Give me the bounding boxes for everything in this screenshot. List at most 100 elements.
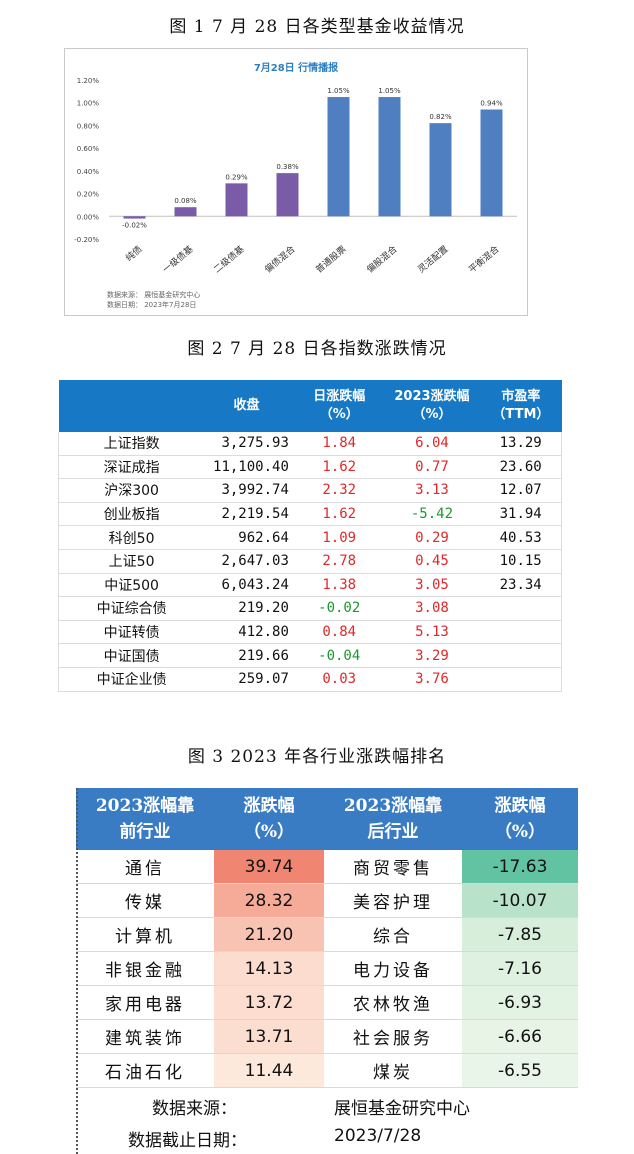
bottom-industry-name: 社会服务 [324, 1019, 462, 1054]
bottom-industry-change: -6.55 [462, 1053, 578, 1088]
table-row: 中证500 6,043.24 1.38 3.05 23.34 [58, 573, 563, 598]
top-industry-name: 传媒 [76, 883, 214, 918]
table-row: 家用电器 13.72 农林牧渔 -6.93 [76, 985, 578, 1020]
close-value: 11,100.40 [204, 455, 295, 480]
bar [429, 123, 452, 217]
index-name: 科创50 [58, 525, 205, 550]
industry-ranking-table: 2023涨幅靠 前行业 涨跌幅 （%） 2023涨幅靠 后行业 涨跌幅 （%） 通信 39… [76, 788, 578, 1088]
category-label: 二级债基 [211, 243, 246, 275]
bottom-industry-name: 电力设备 [324, 951, 462, 986]
source-value: 展恒基金研究中心 [334, 1099, 470, 1119]
header-close: 收盘 [204, 380, 295, 432]
index-performance-table: 收盘 日涨跌幅 （%） 2023涨跌幅 （%） 市盈率 （TTM） 上证指数 3,275… [58, 380, 563, 692]
daily-change: -0.04 [294, 643, 384, 668]
pe-ratio: 23.60 [480, 455, 563, 480]
index-name: 上证指数 [58, 432, 205, 456]
chart-source-line1: 数据来源： 展恒基金研究中心 [107, 291, 201, 299]
y-tick-label: 0.80% [77, 122, 100, 130]
close-value: 2,647.03 [204, 549, 295, 574]
close-value: 219.66 [204, 643, 295, 668]
bar [225, 183, 248, 217]
pe-ratio [480, 643, 563, 668]
table-row: 中证企业债 259.07 0.03 3.76 [58, 667, 563, 692]
table-row: 科创50 962.64 1.09 0.29 40.53 [58, 525, 563, 550]
category-label: 纯债 [123, 243, 145, 264]
data-label: -0.02% [122, 221, 147, 229]
index-name: 创业板指 [58, 502, 205, 527]
close-value: 3,275.93 [204, 432, 295, 456]
top-industry-name: 非银金融 [76, 951, 214, 986]
bar [378, 97, 401, 217]
table-row: 上证50 2,647.03 2.78 0.45 10.15 [58, 549, 563, 574]
bar [123, 216, 146, 219]
data-label: 1.05% [378, 87, 401, 95]
index-name: 中证综合债 [58, 596, 205, 621]
pe-ratio: 13.29 [480, 432, 563, 456]
top-industry-name: 石油石化 [76, 1053, 214, 1088]
index-name: 中证500 [58, 573, 205, 598]
close-value: 2,219.54 [204, 502, 295, 527]
header-top-change: 涨跌幅 （%） [214, 788, 324, 850]
bottom-industry-change: -6.93 [462, 985, 578, 1020]
daily-change: 2.78 [294, 549, 384, 574]
bar [276, 173, 299, 217]
top-industry-change: 13.72 [214, 985, 324, 1020]
figure2-caption: 图 2 7 月 28 日各指数涨跌情况 [187, 339, 447, 359]
top-industry-name: 通信 [76, 850, 214, 884]
top-industry-name: 家用电器 [76, 985, 214, 1020]
category-label: 灵活配置 [415, 243, 450, 275]
category-label: 平衡混合 [466, 243, 501, 275]
ytd-change: 6.04 [383, 432, 481, 456]
index-name: 中证国债 [58, 643, 205, 668]
daily-change: 1.84 [294, 432, 384, 456]
category-label: 一级债基 [160, 243, 195, 275]
close-value: 3,992.74 [204, 478, 295, 503]
index-name: 深证成指 [58, 455, 205, 480]
pe-ratio [480, 667, 563, 692]
index-name: 沪深300 [58, 478, 205, 503]
ytd-change: 3.29 [383, 643, 481, 668]
table-row: 中证综合债 219.20 -0.02 3.08 [58, 596, 563, 621]
header-name [58, 380, 205, 432]
chart-svg: 7月28日 行情播报 -0.20% 0.00% 0.20% 0.40% 0.60% 0.80… [74, 61, 517, 275]
bottom-industry-change: -6.66 [462, 1019, 578, 1054]
ytd-change: 0.29 [383, 525, 481, 550]
y-tick-label: 0.00% [77, 213, 100, 221]
ytd-change: 0.45 [383, 549, 481, 574]
top-industry-change: 11.44 [214, 1053, 324, 1088]
bottom-industry-change: -10.07 [462, 883, 578, 918]
index-name: 上证50 [58, 549, 205, 574]
index-name: 中证转债 [58, 620, 205, 645]
daily-change: 0.03 [294, 667, 384, 692]
pe-ratio: 10.15 [480, 549, 563, 574]
pe-ratio: 12.07 [480, 478, 563, 503]
top-industry-name: 建筑装饰 [76, 1019, 214, 1054]
bottom-industry-change: -17.63 [462, 850, 578, 884]
chart-title: 7月28日 行情播报 [254, 61, 338, 74]
table-row: 创业板指 2,219.54 1.62 -5.42 31.94 [58, 502, 563, 527]
category-label: 偏债混合 [262, 243, 297, 275]
table-row: 中证国债 219.66 -0.04 3.29 [58, 643, 563, 668]
data-label: 0.38% [276, 163, 299, 171]
ytd-change: 3.05 [383, 573, 481, 598]
y-tick-label: 0.40% [77, 168, 100, 176]
table-row: 建筑装饰 13.71 社会服务 -6.66 [76, 1019, 578, 1054]
data-label: 0.94% [480, 100, 503, 108]
ytd-change: 3.08 [383, 596, 481, 621]
top-industry-name: 计算机 [76, 917, 214, 952]
daily-change: 1.62 [294, 455, 384, 480]
daily-change: 2.32 [294, 478, 384, 503]
date-label: 数据截止日期： [128, 1131, 247, 1151]
data-label: 0.82% [429, 113, 452, 121]
chart-source-line2: 数据日期： 2023年7月28日 [107, 301, 197, 309]
close-value: 962.64 [204, 525, 295, 550]
bar [480, 109, 503, 217]
header-top-industry: 2023涨幅靠 前行业 [76, 788, 214, 850]
index-name: 中证企业债 [58, 667, 205, 692]
table-row: 深证成指 11,100.40 1.62 0.77 23.60 [58, 455, 563, 480]
data-label: 1.05% [327, 87, 350, 95]
table-row: 通信 39.74 商贸零售 -17.63 [76, 850, 578, 884]
ytd-change: 3.13 [383, 478, 481, 503]
y-tick-label: -0.20% [74, 236, 99, 244]
ytd-change: 3.76 [383, 667, 481, 692]
